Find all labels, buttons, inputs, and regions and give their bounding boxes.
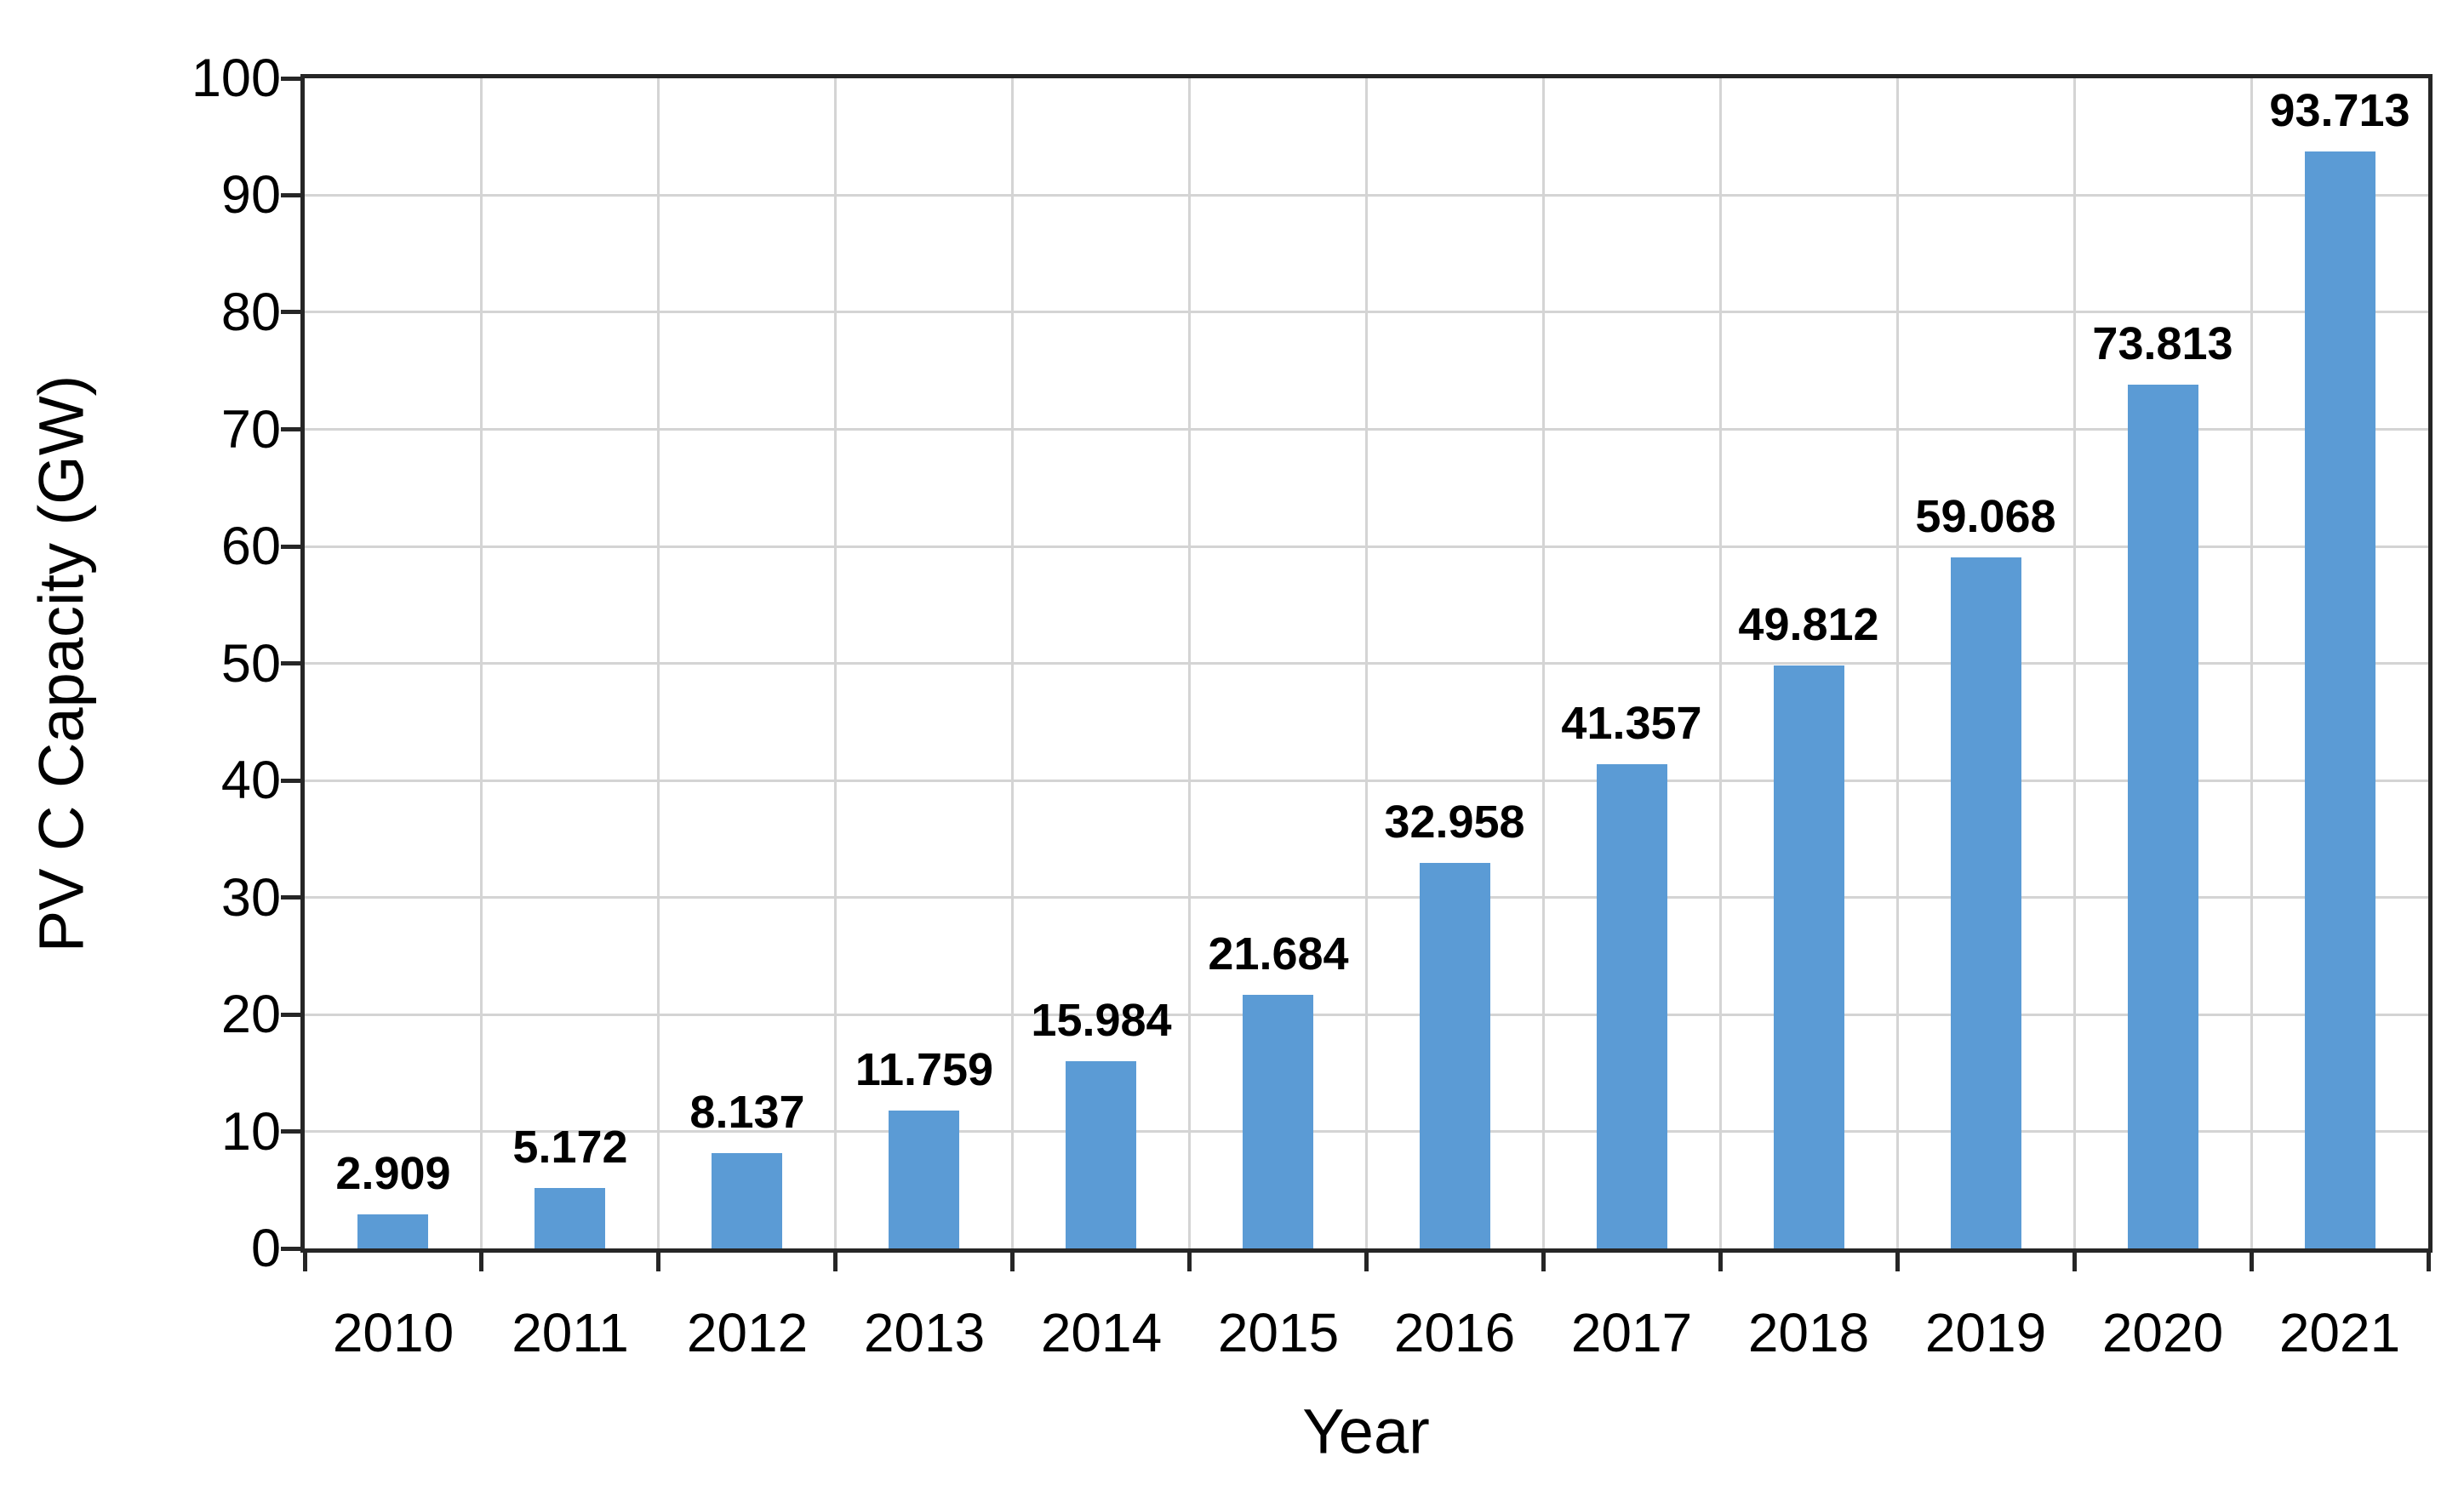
gridline-v-6 xyxy=(1365,78,1368,1248)
bar-2021 xyxy=(2305,151,2375,1248)
gridline-v-2 xyxy=(657,78,660,1248)
bar-label-2021: 93.713 xyxy=(2269,85,2410,136)
y-tick-70 xyxy=(281,427,300,431)
bar-label-2013: 11.759 xyxy=(855,1044,994,1095)
x-tick-12 xyxy=(2427,1248,2431,1271)
x-tick-label-2015: 2015 xyxy=(1217,1302,1340,1363)
y-tick-80 xyxy=(281,310,300,314)
y-tick-label-10: 10 xyxy=(220,1102,281,1162)
x-tick-3 xyxy=(833,1248,838,1271)
x-tick-2 xyxy=(656,1248,660,1271)
bar-label-2010: 2.909 xyxy=(335,1148,451,1199)
y-tick-label-80: 80 xyxy=(220,283,281,342)
y-tick-90 xyxy=(281,193,300,197)
bar-label-2018: 49.812 xyxy=(1738,599,1879,650)
y-tick-label-70: 70 xyxy=(220,400,281,460)
bar-2018 xyxy=(1774,665,1844,1248)
x-tick-label-2016: 2016 xyxy=(1393,1302,1516,1363)
x-tick-10 xyxy=(2072,1248,2077,1271)
y-tick-10 xyxy=(281,1129,300,1134)
bar-2011 xyxy=(535,1188,605,1248)
x-tick-7 xyxy=(1541,1248,1546,1271)
y-tick-label-90: 90 xyxy=(220,165,281,225)
x-tick-11 xyxy=(2250,1248,2254,1271)
x-tick-1 xyxy=(479,1248,483,1271)
gridline-v-5 xyxy=(1188,78,1191,1248)
bar-2014 xyxy=(1066,1061,1136,1248)
gridline-v-10 xyxy=(2073,78,2076,1248)
bar-label-2016: 32.958 xyxy=(1384,797,1525,848)
y-tick-20 xyxy=(281,1013,300,1017)
bar-2019 xyxy=(1951,557,2021,1248)
bar-label-2011: 5.172 xyxy=(512,1122,628,1173)
x-tick-label-2010: 2010 xyxy=(332,1302,454,1363)
gridline-v-9 xyxy=(1896,78,1899,1248)
bar-2020 xyxy=(2128,385,2198,1248)
x-tick-9 xyxy=(1895,1248,1900,1271)
y-tick-label-50: 50 xyxy=(220,634,281,694)
x-axis-title: Year xyxy=(1302,1396,1430,1467)
bar-label-2017: 41.357 xyxy=(1561,698,1702,749)
bar-2012 xyxy=(712,1153,782,1248)
x-tick-label-2021: 2021 xyxy=(2278,1302,2401,1363)
x-tick-label-2020: 2020 xyxy=(2101,1302,2224,1363)
y-tick-label-40: 40 xyxy=(220,751,281,810)
x-tick-label-2014: 2014 xyxy=(1040,1302,1163,1363)
gridline-v-3 xyxy=(834,78,837,1248)
bar-2010 xyxy=(357,1214,428,1248)
y-tick-label-60: 60 xyxy=(220,517,281,576)
y-tick-label-100: 100 xyxy=(191,49,281,108)
x-tick-5 xyxy=(1187,1248,1192,1271)
x-tick-label-2017: 2017 xyxy=(1570,1302,1693,1363)
bar-label-2012: 8.137 xyxy=(689,1087,805,1138)
bar-2016 xyxy=(1420,863,1490,1248)
bar-label-2014: 15.984 xyxy=(1031,995,1172,1046)
y-tick-label-30: 30 xyxy=(220,868,281,928)
bar-2013 xyxy=(889,1111,959,1248)
y-tick-50 xyxy=(281,661,300,665)
bar-2015 xyxy=(1243,995,1313,1248)
bar-label-2019: 59.068 xyxy=(1915,491,2056,542)
y-tick-0 xyxy=(281,1247,300,1251)
x-tick-8 xyxy=(1718,1248,1723,1271)
x-tick-label-2013: 2013 xyxy=(863,1302,986,1363)
x-tick-label-2011: 2011 xyxy=(512,1302,629,1363)
gridline-v-8 xyxy=(1719,78,1722,1248)
bar-label-2015: 21.684 xyxy=(1208,928,1349,980)
gridline-v-11 xyxy=(2250,78,2253,1248)
x-tick-label-2018: 2018 xyxy=(1747,1302,1870,1363)
x-tick-label-2012: 2012 xyxy=(686,1302,809,1363)
gridline-v-4 xyxy=(1011,78,1014,1248)
x-tick-4 xyxy=(1010,1248,1015,1271)
x-tick-label-2019: 2019 xyxy=(1924,1302,2047,1363)
x-tick-6 xyxy=(1364,1248,1369,1271)
y-tick-40 xyxy=(281,779,300,783)
x-tick-0 xyxy=(303,1248,307,1271)
y-tick-60 xyxy=(281,545,300,549)
y-tick-label-0: 0 xyxy=(250,1219,281,1278)
bar-2017 xyxy=(1597,764,1667,1248)
y-tick-100 xyxy=(281,77,300,81)
gridline-v-1 xyxy=(480,78,483,1248)
gridline-v-7 xyxy=(1542,78,1545,1248)
y-tick-label-20: 20 xyxy=(220,985,281,1044)
bar-label-2020: 73.813 xyxy=(2092,318,2233,369)
y-tick-30 xyxy=(281,895,300,900)
